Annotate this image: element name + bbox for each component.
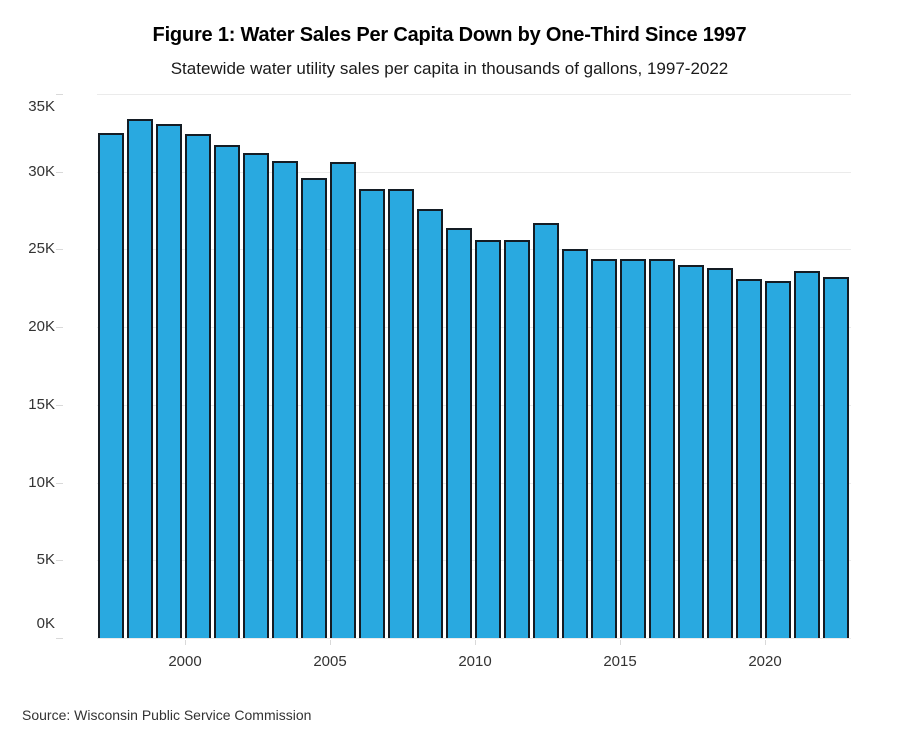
chart-title: Figure 1: Water Sales Per Capita Down by… [152, 24, 747, 46]
y-gridline-0K [97, 638, 851, 639]
bar-2021 [794, 271, 820, 638]
x-axis-label-2010: 2010 [458, 653, 492, 670]
source-note: Source: Wisconsin Public Service Commiss… [22, 707, 312, 723]
x-axis-label-2015: 2015 [603, 653, 637, 670]
y-axis-label-35K: 35K [28, 98, 55, 115]
y-axis-label-0K: 0K [36, 615, 55, 632]
y-axis-label-30K: 30K [28, 162, 55, 180]
bar-2013 [562, 249, 588, 638]
bar-2005 [330, 162, 356, 638]
y-tick-mark [56, 172, 63, 173]
y-axis-label-25K: 25K [28, 240, 55, 258]
bar-1998 [127, 118, 153, 638]
bar-2002 [243, 153, 269, 638]
x-tick-mark-2015 [620, 640, 621, 645]
y-gridline-30K [97, 171, 851, 173]
bar-2009 [446, 227, 472, 638]
bar-2014 [591, 258, 617, 638]
bar-2003 [272, 160, 298, 638]
y-axis-label-20K: 20K [28, 318, 55, 336]
bar-1997 [98, 132, 124, 638]
bar-2006 [359, 188, 385, 638]
y-gridline-10K [97, 482, 851, 484]
bar-2004 [301, 177, 327, 638]
x-tick-mark-2000 [185, 640, 186, 645]
bar-2019 [736, 278, 762, 638]
plot-area [97, 94, 851, 639]
bar-2011 [504, 240, 530, 638]
x-tick-mark-2020 [765, 640, 766, 645]
bar-2010 [475, 240, 501, 638]
y-gridline-25K [97, 249, 851, 251]
bar-2015 [620, 258, 646, 638]
y-tick-mark [56, 560, 63, 561]
y-gridline-15K [97, 404, 851, 406]
bar-2007 [388, 188, 414, 638]
x-tick-mark-2005 [330, 640, 331, 645]
bar-2012 [533, 223, 559, 638]
x-axis-label-2000: 2000 [168, 653, 202, 670]
y-axis-label-15K: 15K [28, 395, 55, 413]
y-tick-mark [56, 638, 63, 639]
bar-2017 [678, 264, 704, 638]
y-gridline-35K [97, 94, 851, 95]
y-gridline-20K [97, 327, 851, 329]
bar-2016 [649, 258, 675, 638]
bar-2018 [707, 268, 733, 638]
y-axis-label-10K: 10K [28, 473, 55, 491]
y-tick-mark [56, 249, 63, 250]
y-tick-mark [56, 483, 63, 484]
chart-subtitle: Statewide water utility sales per capita… [170, 59, 729, 78]
bar-1999 [156, 123, 182, 638]
bar-2020 [765, 280, 791, 638]
bar-2000 [185, 134, 211, 638]
x-axis-label-2020: 2020 [748, 653, 782, 670]
x-tick-mark-2010 [475, 640, 476, 645]
y-axis-label-5K: 5K [36, 551, 55, 569]
y-tick-mark [56, 405, 63, 406]
y-tick-mark [56, 94, 63, 95]
bar-2022 [823, 277, 849, 638]
x-axis-label-2005: 2005 [313, 653, 347, 670]
bar-2008 [417, 209, 443, 638]
bar-2001 [214, 145, 240, 638]
y-gridline-5K [97, 560, 851, 562]
y-tick-mark [56, 327, 63, 328]
